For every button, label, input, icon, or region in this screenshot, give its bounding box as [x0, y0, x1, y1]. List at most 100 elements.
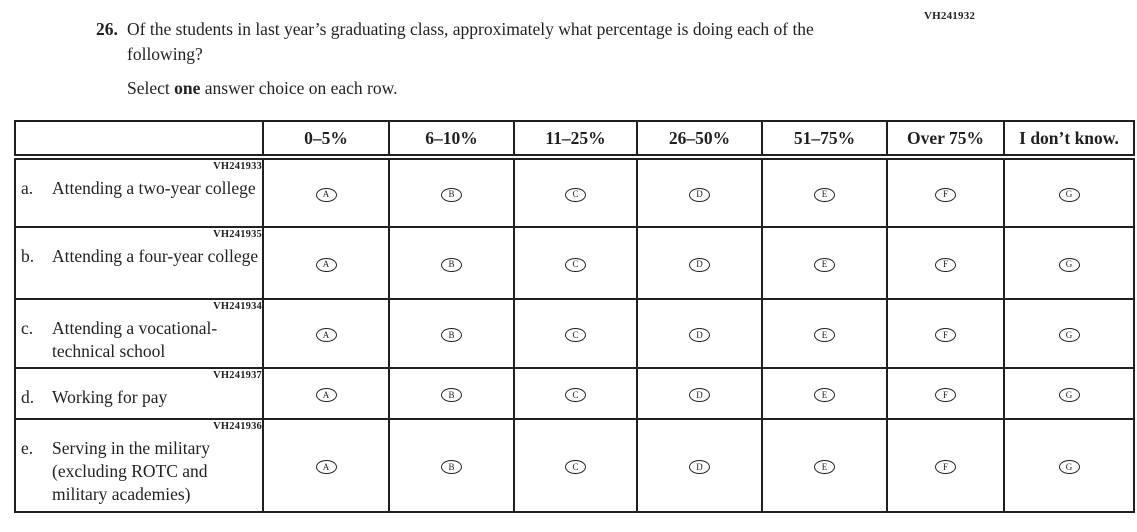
row-label-text-b: Attending a four-year college — [52, 246, 259, 266]
row-label-d: VH241937 d. Working for pay — [14, 367, 264, 420]
cell-d-C: C — [513, 367, 638, 420]
answer-option-c-G[interactable]: G — [1058, 328, 1080, 342]
row-code-c: VH241934 — [213, 301, 262, 312]
response-grid: 0–5% 6–10% 11–25% 26–50% 51–75% Over 75%… — [14, 120, 1135, 513]
instruction-post: answer choice on each row. — [200, 78, 398, 98]
answer-option-e-A[interactable]: A — [315, 460, 337, 474]
cell-c-D: D — [636, 298, 763, 369]
row-code-d: VH241937 — [213, 370, 262, 381]
answer-option-d-A[interactable]: A — [315, 388, 337, 402]
answer-option-e-E[interactable]: E — [814, 460, 835, 474]
answer-option-a-E[interactable]: E — [814, 187, 835, 202]
answer-option-a-F[interactable]: F — [935, 187, 956, 202]
answer-option-d-C[interactable]: C — [565, 388, 586, 402]
row-label-c: VH241934 c. Attending a vocational-techni… — [14, 298, 264, 369]
cell-e-A: A — [262, 418, 390, 513]
answer-option-c-A[interactable]: A — [315, 328, 337, 342]
column-header-11-25: 11–25% — [513, 120, 638, 160]
cell-b-G: G — [1003, 226, 1135, 300]
cell-e-F: F — [886, 418, 1005, 513]
cell-b-F: F — [886, 226, 1005, 300]
answer-option-a-G[interactable]: G — [1058, 187, 1080, 202]
answer-option-d-B[interactable]: B — [441, 388, 462, 402]
answer-option-c-F[interactable]: F — [935, 328, 956, 342]
row-letter-c: c. — [21, 318, 34, 338]
row-label-text-c: Attending a vocational-technical school — [52, 318, 218, 361]
answer-option-c-D[interactable]: D — [689, 328, 710, 342]
cell-d-G: G — [1003, 367, 1135, 420]
row-code-b: VH241935 — [213, 229, 262, 240]
row-label-text-e: Serving in the military (excluding ROTC … — [52, 438, 210, 504]
cell-b-C: C — [513, 226, 638, 300]
answer-option-c-C[interactable]: C — [565, 328, 586, 342]
column-header-51-75: 51–75% — [761, 120, 888, 160]
cell-a-D: D — [636, 156, 763, 228]
answer-option-c-E[interactable]: E — [814, 328, 835, 342]
cell-e-B: B — [388, 418, 515, 513]
answer-option-b-E[interactable]: E — [814, 257, 835, 272]
row-label-e: VH241936 e. Serving in the military (excl… — [14, 418, 264, 513]
cell-a-A: A — [262, 156, 390, 228]
answer-option-b-A[interactable]: A — [315, 257, 337, 272]
question-number: 26. — [96, 19, 118, 39]
column-header-blank — [14, 120, 264, 160]
cell-b-A: A — [262, 226, 390, 300]
header-row: 0–5% 6–10% 11–25% 26–50% 51–75% Over 75%… — [14, 120, 1135, 160]
cell-c-A: A — [262, 298, 390, 369]
answer-option-b-D[interactable]: D — [689, 257, 710, 272]
cell-e-D: D — [636, 418, 763, 513]
item-code: VH241932 — [924, 10, 976, 22]
column-header-0-5: 0–5% — [262, 120, 390, 160]
row-letter-a: a. — [21, 178, 34, 198]
cell-c-G: G — [1003, 298, 1135, 369]
cell-d-B: B — [388, 367, 515, 420]
column-header-dont-know: I don’t know. — [1003, 120, 1135, 160]
row-label-text-d: Working for pay — [52, 387, 168, 407]
answer-option-a-A[interactable]: A — [315, 187, 337, 202]
cell-c-B: B — [388, 298, 515, 369]
cell-a-F: F — [886, 156, 1005, 228]
cell-b-D: D — [636, 226, 763, 300]
cell-d-F: F — [886, 367, 1005, 420]
cell-d-E: E — [761, 367, 888, 420]
answer-option-c-B[interactable]: B — [441, 328, 462, 342]
row-code-a: VH241933 — [213, 161, 262, 172]
answer-option-e-F[interactable]: F — [935, 460, 956, 474]
answer-option-e-D[interactable]: D — [689, 460, 710, 474]
question-block: 26. Of the students in last year’s gradu… — [96, 17, 889, 101]
question-instruction: Select one answer choice on each row. — [127, 76, 889, 101]
column-header-6-10: 6–10% — [388, 120, 515, 160]
column-header-over-75: Over 75% — [886, 120, 1005, 160]
instruction-pre: Select — [127, 78, 175, 98]
cell-c-E: E — [761, 298, 888, 369]
row-code-e: VH241936 — [213, 421, 262, 432]
cell-a-E: E — [761, 156, 888, 228]
instruction-bold: one — [174, 78, 201, 98]
answer-option-d-F[interactable]: F — [935, 388, 956, 402]
answer-option-d-G[interactable]: G — [1058, 388, 1080, 402]
answer-option-b-B[interactable]: B — [441, 257, 462, 272]
table-row-a: VH241933 a. Attending a two-year college … — [14, 156, 1135, 228]
table-row-b: VH241935 b. Attending a four-year college… — [14, 226, 1135, 300]
answer-option-e-B[interactable]: B — [441, 460, 462, 474]
row-label-a: VH241933 a. Attending a two-year college — [14, 156, 264, 228]
answer-option-a-B[interactable]: B — [441, 187, 462, 202]
row-letter-b: b. — [21, 246, 35, 266]
row-label-b: VH241935 b. Attending a four-year college — [14, 226, 264, 300]
answer-option-b-G[interactable]: G — [1058, 257, 1080, 272]
table-row-d: VH241937 d. Working for pay A B C D E F G — [14, 367, 1135, 420]
row-label-text-a: Attending a two-year college — [52, 178, 256, 198]
cell-b-E: E — [761, 226, 888, 300]
answer-option-b-F[interactable]: F — [935, 257, 956, 272]
answer-option-e-G[interactable]: G — [1058, 460, 1080, 474]
table-row-e: VH241936 e. Serving in the military (excl… — [14, 418, 1135, 513]
answer-option-a-C[interactable]: C — [565, 187, 586, 202]
answer-option-e-C[interactable]: C — [565, 460, 586, 474]
cell-e-E: E — [761, 418, 888, 513]
answer-option-b-C[interactable]: C — [565, 257, 586, 272]
answer-option-d-D[interactable]: D — [689, 388, 710, 402]
answer-option-a-D[interactable]: D — [689, 187, 710, 202]
cell-e-G: G — [1003, 418, 1135, 513]
answer-option-d-E[interactable]: E — [814, 388, 835, 402]
